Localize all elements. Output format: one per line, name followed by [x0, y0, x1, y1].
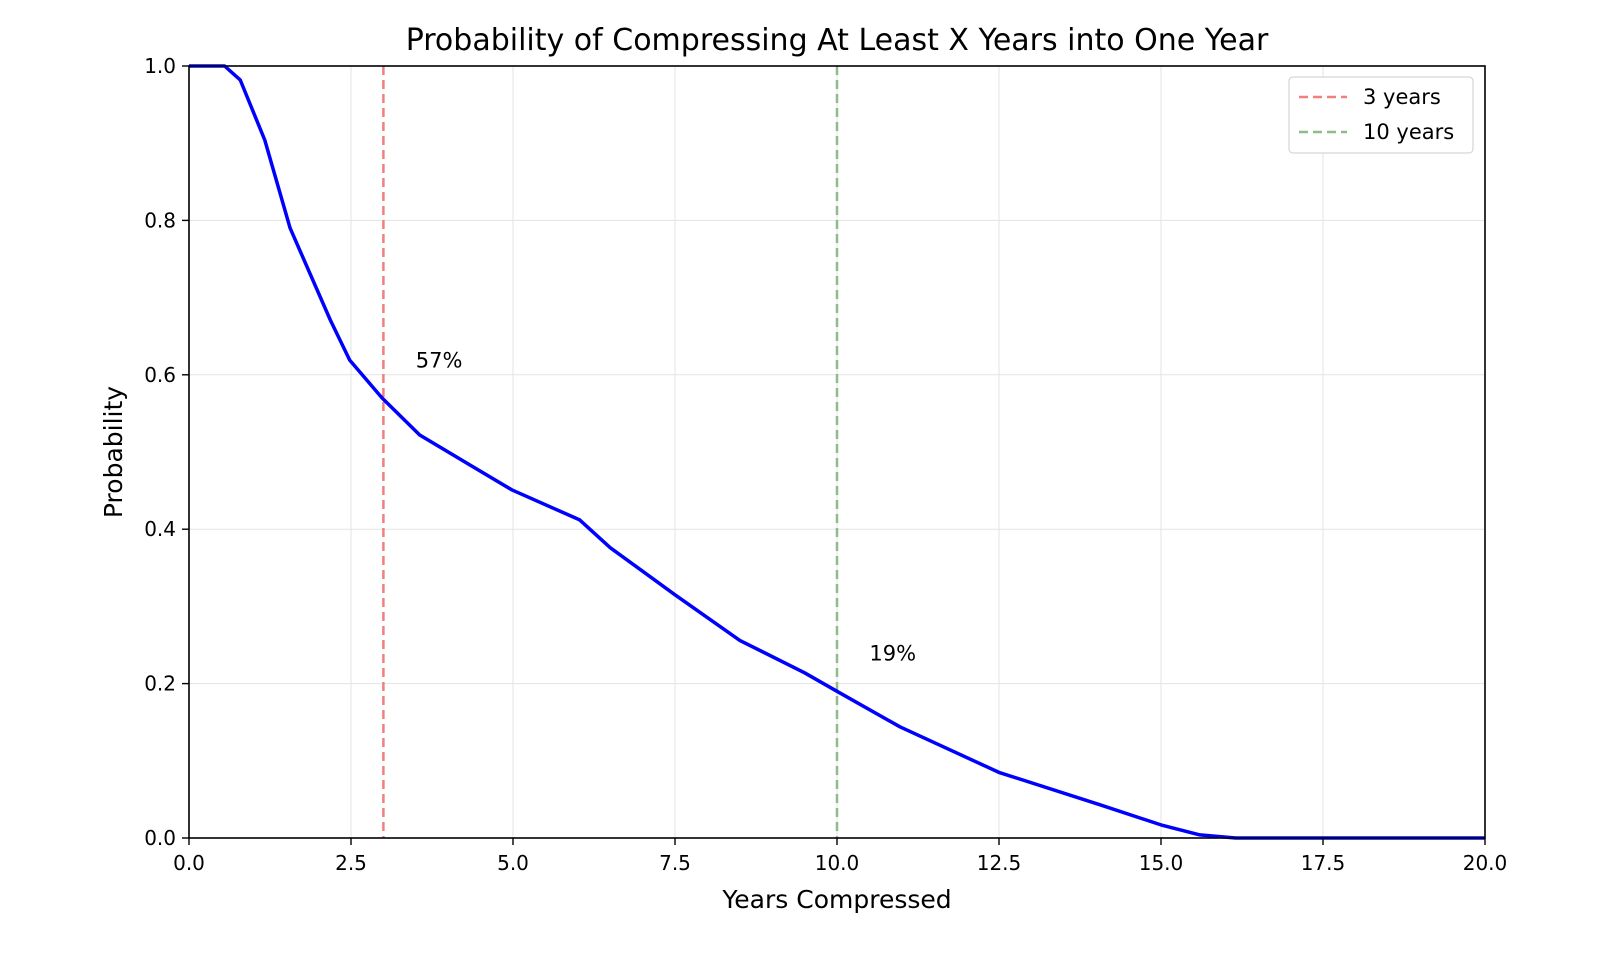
series-group: [189, 64, 1485, 840]
x-tick-label: 15.0: [1139, 851, 1184, 875]
probability-line: [189, 64, 1485, 840]
x-tick-label: 10.0: [815, 851, 860, 875]
legend-label: 3 years: [1363, 85, 1441, 109]
annotation-label: 57%: [416, 348, 463, 372]
y-tick-label: 0.0: [144, 826, 176, 850]
x-tick-label: 17.5: [1301, 851, 1346, 875]
annotations: 57% 19%: [416, 348, 916, 665]
x-tick-label: 20.0: [1463, 851, 1508, 875]
x-tick-label: 12.5: [977, 851, 1022, 875]
chart-title: Probability of Compressing At Least X Ye…: [406, 23, 1269, 58]
x-tick-label: 7.5: [659, 851, 691, 875]
annotation-label: 19%: [869, 642, 916, 666]
legend-label: 10 years: [1363, 120, 1454, 144]
y-tick-label: 0.4: [144, 517, 176, 541]
x-tick-label: 5.0: [497, 851, 529, 875]
y-tick-label: 1.0: [144, 54, 176, 78]
x-axis-label: Years Compressed: [721, 885, 951, 914]
x-tick-label: 2.5: [335, 851, 367, 875]
y-tick-label: 0.8: [144, 208, 176, 232]
y-tick-label: 0.6: [144, 363, 176, 387]
ticks: 0.0 2.5 5.0 7.5 10.0 12.5 15.0 17.5 20.0 0.0 0.2 0.…: [144, 54, 1507, 875]
y-tick-label: 0.2: [144, 672, 176, 696]
legend: 3 years 10 years: [1288, 76, 1474, 154]
x-tick-label: 0.0: [173, 851, 205, 875]
vertical-reference-lines: [382, 66, 839, 838]
y-axis-label: Probability: [99, 386, 128, 518]
